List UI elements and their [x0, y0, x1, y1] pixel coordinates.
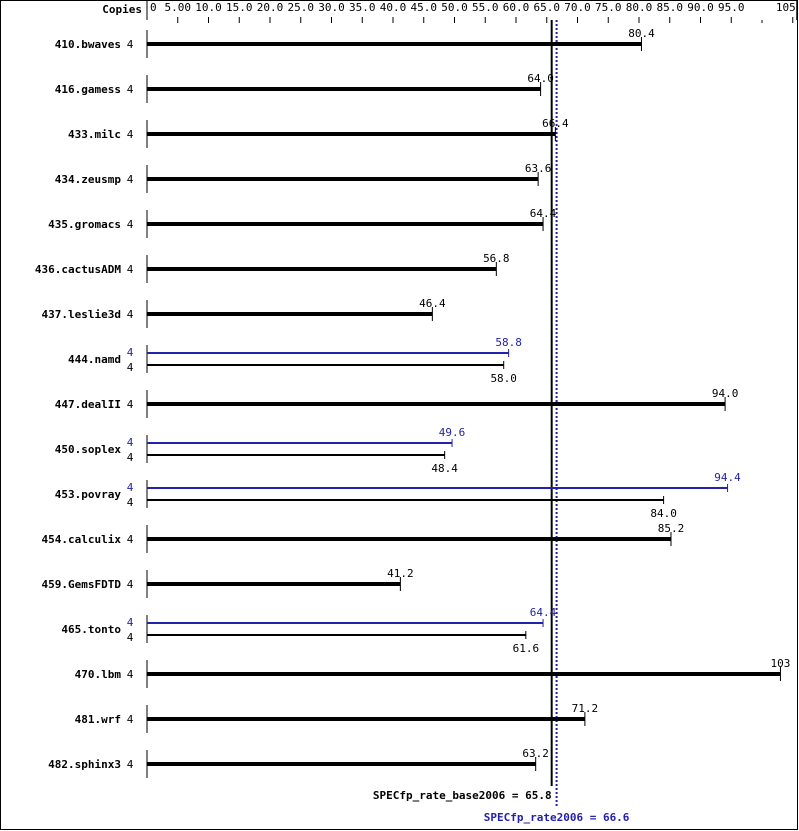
x-tick-label: 80.0: [626, 1, 653, 14]
base-copies: 4: [127, 263, 134, 276]
base-value-label: 94.0: [712, 387, 739, 400]
x-tick-label: 55.0: [472, 1, 499, 14]
base-value-label: 64.0: [527, 72, 554, 85]
benchmark-name: 447.dealII: [55, 398, 121, 411]
base-copies: 4: [127, 496, 134, 509]
benchmark-name: 444.namd: [68, 353, 121, 366]
benchmark-name: 433.milc: [68, 128, 121, 141]
base-copies: 4: [127, 38, 134, 51]
benchmark-name: 470.lbm: [75, 668, 122, 681]
base-value-label: 85.2: [658, 522, 685, 535]
base-value-label: 58.0: [490, 372, 517, 385]
x-tick-label: 10.0: [195, 1, 222, 14]
base-value-label: 80.4: [628, 27, 655, 40]
base-value-label: 103: [771, 657, 791, 670]
base-copies: 4: [127, 533, 134, 546]
benchmark-name: 450.soplex: [55, 443, 122, 456]
peak-mean-label: SPECfp_rate2006 = 66.6: [484, 811, 630, 824]
base-copies: 4: [127, 128, 134, 141]
benchmark-name: 465.tonto: [61, 623, 121, 636]
x-tick-label: 25.0: [288, 1, 315, 14]
base-copies: 4: [127, 668, 134, 681]
base-copies: 4: [127, 83, 134, 96]
x-tick-label: 40.0: [380, 1, 407, 14]
x-tick-label: 70.0: [564, 1, 591, 14]
base-copies: 4: [127, 218, 134, 231]
base-value-label: 66.4: [542, 117, 569, 130]
benchmark-name: 454.calculix: [42, 533, 122, 546]
x-tick-label: 50.0: [441, 1, 468, 14]
base-copies: 4: [127, 631, 134, 644]
base-value-label: 71.2: [572, 702, 599, 715]
base-value-label: 63.6: [525, 162, 552, 175]
benchmark-name: 436.cactusADM: [35, 263, 121, 276]
benchmark-name: 482.sphinx3: [48, 758, 121, 771]
x-tick-label: 20.0: [257, 1, 284, 14]
x-tick-label: 75.0: [595, 1, 622, 14]
peak-value-label: 64.4: [530, 606, 557, 619]
x-tick-label: 85.0: [657, 1, 684, 14]
base-value-label: 61.6: [513, 642, 540, 655]
base-value-label: 48.4: [431, 462, 458, 475]
x-tick-label: 35.0: [349, 1, 376, 14]
x-tick-label: 45.0: [411, 1, 438, 14]
benchmark-name: 437.leslie3d: [42, 308, 121, 321]
peak-value-label: 49.6: [439, 426, 466, 439]
x-tick-label: 5.00: [165, 1, 192, 14]
base-value-label: 46.4: [419, 297, 446, 310]
base-copies: 4: [127, 578, 134, 591]
x-tick-label: 105: [776, 1, 796, 14]
benchmark-name: 453.povray: [55, 488, 122, 501]
x-tick-label: 30.0: [318, 1, 345, 14]
base-copies: 4: [127, 308, 134, 321]
benchmark-name: 459.GemsFDTD: [42, 578, 122, 591]
x-tick-label: 95.0: [718, 1, 745, 14]
peak-copies: 4: [127, 346, 134, 359]
peak-copies: 4: [127, 481, 134, 494]
x-tick-label: 60.0: [503, 1, 530, 14]
base-value-label: 41.2: [387, 567, 414, 580]
benchmark-name: 416.gamess: [55, 83, 121, 96]
peak-copies: 4: [127, 616, 134, 629]
peak-copies: 4: [127, 436, 134, 449]
base-copies: 4: [127, 451, 134, 464]
x-tick-label: 15.0: [226, 1, 253, 14]
base-value-label: 84.0: [650, 507, 677, 520]
base-value-label: 63.2: [522, 747, 549, 760]
peak-value-label: 94.4: [714, 471, 741, 484]
base-copies: 4: [127, 361, 134, 374]
peak-value-label: 58.8: [495, 336, 522, 349]
x-tick-label: 90.0: [687, 1, 714, 14]
base-copies: 4: [127, 173, 134, 186]
benchmark-name: 434.zeusmp: [55, 173, 122, 186]
base-mean-label: SPECfp_rate_base2006 = 65.8: [373, 789, 552, 802]
copies-header: Copies: [102, 3, 142, 16]
x-tick-label: 65.0: [534, 1, 561, 14]
benchmark-name: 481.wrf: [75, 713, 121, 726]
base-value-label: 64.4: [530, 207, 557, 220]
benchmark-name: 410.bwaves: [55, 38, 121, 51]
base-copies: 4: [127, 758, 134, 771]
x-tick-label: 0: [150, 1, 157, 14]
base-copies: 4: [127, 713, 134, 726]
base-copies: 4: [127, 398, 134, 411]
benchmark-name: 435.gromacs: [48, 218, 121, 231]
base-value-label: 56.8: [483, 252, 510, 265]
